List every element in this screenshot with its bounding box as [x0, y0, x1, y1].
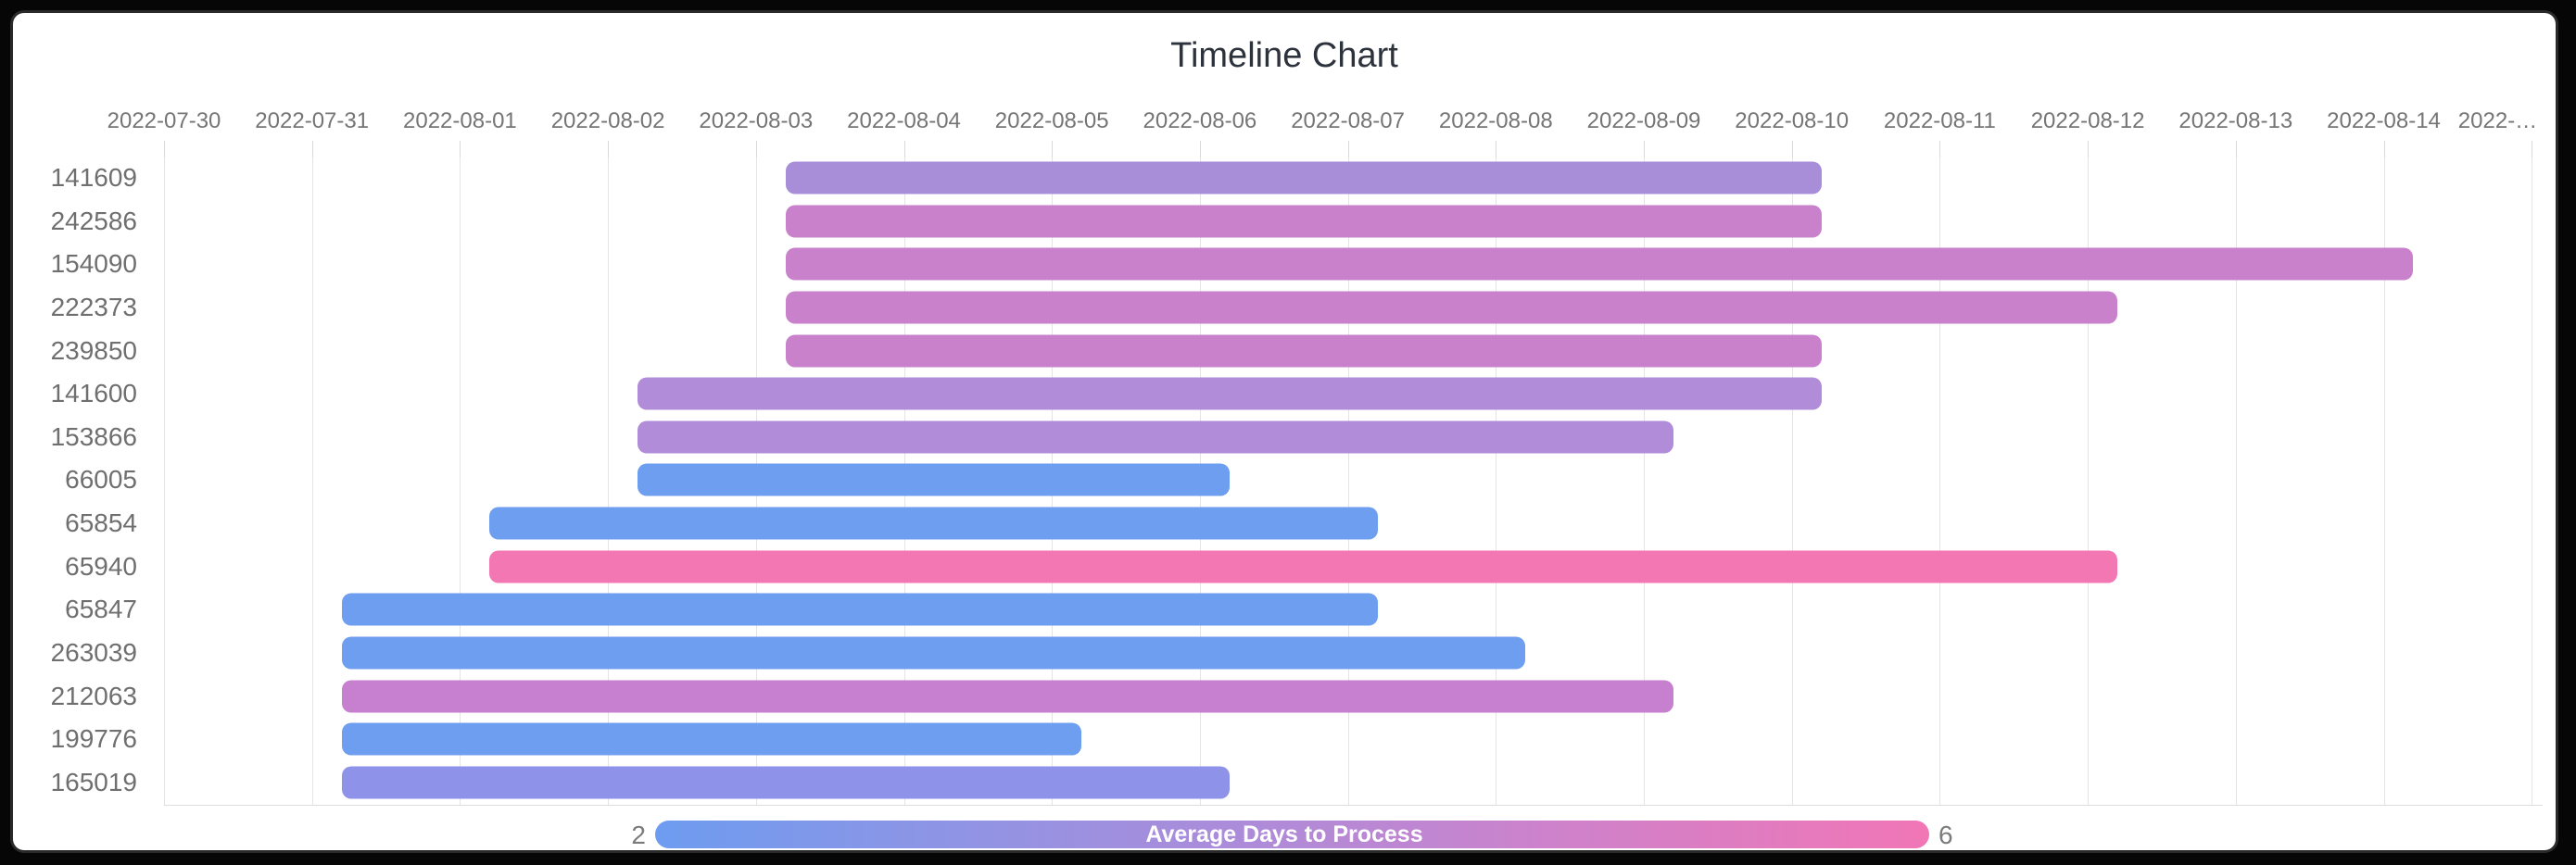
- y-axis-label: 141609: [50, 163, 137, 192]
- y-axis-label: 65847: [65, 595, 137, 624]
- timeline-bar[interactable]: [341, 722, 1082, 756]
- y-axis-label: 199776: [50, 724, 137, 754]
- timeline-bar[interactable]: [638, 463, 1230, 496]
- x-axis-label: 2022-07-31: [255, 108, 370, 133]
- x-gridline: [1939, 157, 1941, 805]
- x-gridline: [164, 157, 165, 805]
- x-axis-tick: [460, 141, 461, 157]
- y-axis-label: 154090: [50, 249, 137, 279]
- timeline-bar[interactable]: [341, 766, 1230, 799]
- x-axis-tick: [1347, 141, 1349, 157]
- timeline-bar[interactable]: [638, 420, 1673, 454]
- y-axis-label: 153866: [50, 421, 137, 451]
- x-gridline: [2088, 157, 2090, 805]
- timeline-bar[interactable]: [785, 334, 1822, 368]
- timeline-bar[interactable]: [785, 161, 1822, 194]
- x-gridline: [1644, 157, 1645, 805]
- x-axis-label: 2022-08-13: [2178, 108, 2293, 133]
- x-axis-tick: [2235, 141, 2237, 157]
- x-gridline: [2235, 157, 2237, 805]
- x-axis-line: [164, 805, 2544, 806]
- x-gridline: [2383, 157, 2385, 805]
- x-axis-label: 2022-08-09: [1586, 108, 1701, 133]
- legend-title: Average Days to Process: [1145, 821, 1423, 847]
- x-axis-tick: [903, 141, 905, 157]
- y-axis-label: 222373: [50, 292, 137, 321]
- x-axis-label: 2022-08-03: [699, 108, 814, 133]
- y-axis-label: 65940: [65, 551, 137, 581]
- y-axis-label: 242586: [50, 206, 137, 235]
- chart-title: Timeline Chart: [1170, 36, 1398, 75]
- y-axis-label: 239850: [50, 335, 137, 365]
- legend-max-label: 6: [1938, 821, 1953, 849]
- timeline-bar[interactable]: [489, 550, 2118, 583]
- x-gridline: [311, 157, 313, 805]
- x-axis-tick: [164, 141, 165, 157]
- timeline-bar[interactable]: [785, 205, 1822, 238]
- timeline-bar[interactable]: [489, 507, 1378, 540]
- y-axis-label: 263039: [50, 638, 137, 668]
- x-gridline: [1791, 157, 1793, 805]
- x-axis-tick: [1052, 141, 1054, 157]
- timeline-bar[interactable]: [785, 247, 2414, 281]
- x-axis-label: 2022-08-02: [550, 108, 665, 133]
- x-axis-label: 2022-07-30: [107, 108, 221, 133]
- y-axis-label: 141600: [50, 379, 137, 408]
- timeline-bar[interactable]: [785, 291, 2118, 324]
- x-axis-tick: [1939, 141, 1941, 157]
- x-axis-label: 2022-08-14: [2327, 108, 2441, 133]
- timeline-bar[interactable]: [341, 680, 1673, 713]
- y-axis-label: 165019: [50, 767, 137, 796]
- x-axis-tick: [2383, 141, 2385, 157]
- x-gridline: [608, 157, 610, 805]
- x-axis-label: 2022-08-08: [1438, 108, 1553, 133]
- x-axis-label: 2022-08-11: [1883, 108, 1996, 133]
- x-axis-label: 2022-08-01: [403, 108, 517, 133]
- x-axis-label: 2022-08-04: [847, 108, 961, 133]
- x-axis-tick: [608, 141, 610, 157]
- timeline-bar[interactable]: [638, 377, 1822, 410]
- x-axis-label: 2022-…: [2457, 108, 2538, 133]
- y-axis-label: 212063: [50, 681, 137, 710]
- legend-min-label: 2: [631, 821, 646, 849]
- timeline-bar[interactable]: [341, 593, 1378, 626]
- x-axis-tick: [311, 141, 313, 157]
- x-axis-label: 2022-08-07: [1291, 108, 1405, 133]
- visualmap-legend[interactable]: [655, 821, 1929, 848]
- x-axis-label: 2022-08-06: [1143, 108, 1257, 133]
- x-axis-tick: [1791, 141, 1793, 157]
- x-axis-tick: [1199, 141, 1201, 157]
- x-axis-label: 2022-08-05: [994, 108, 1109, 133]
- x-gridline: [1347, 157, 1349, 805]
- x-gridline: [460, 157, 461, 805]
- y-axis-label: 66005: [65, 465, 137, 495]
- y-axis-label: 65854: [65, 508, 137, 538]
- x-axis-tick: [755, 141, 757, 157]
- x-axis-tick: [2088, 141, 2090, 157]
- chart-card: Timeline Chart 2022-07-30 2022-07-31 2022-…: [13, 13, 2556, 850]
- x-axis-label: 2022-08-12: [2030, 108, 2145, 133]
- x-axis-label: 2022-08-10: [1735, 108, 1850, 133]
- timeline-bar[interactable]: [341, 636, 1526, 670]
- x-axis-tick: [1644, 141, 1645, 157]
